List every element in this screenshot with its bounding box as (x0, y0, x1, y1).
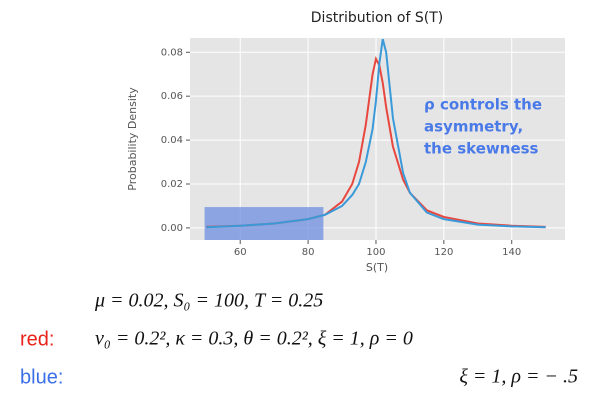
formula: ξ = 1, ρ = − .5 (459, 366, 578, 388)
x-axis-label: S(T) (366, 261, 388, 274)
y-tick-label: 0.06 (161, 91, 183, 102)
y-axis-label: Probability Density (126, 87, 139, 191)
annotation: the skewness (424, 140, 539, 158)
y-tick-label: 0.08 (161, 47, 183, 58)
annotation: ρ controls the (424, 96, 542, 114)
line-series (206, 38, 546, 229)
formula: μ = 0.02, S₀ = 100, T = 0.25 (94, 290, 323, 312)
x-tick-label: 60 (234, 247, 247, 258)
chart-title: Distribution of S(T) (311, 10, 443, 26)
red-label: red: (20, 328, 54, 350)
x-tick-label: 140 (502, 247, 521, 258)
blue-label: blue: (20, 366, 63, 388)
x-tick-label: 100 (366, 247, 385, 258)
annotation: asymmetry, (424, 118, 523, 136)
x-tick-label: 120 (434, 247, 453, 258)
y-tick-label: 0.02 (161, 179, 183, 190)
plot-background (190, 38, 565, 240)
y-tick-label: 0.00 (161, 223, 183, 234)
y-tick-label: 0.04 (161, 135, 183, 146)
formula: ν₀ = 0.2², κ = 0.3, θ = 0.2², ξ = 1, ρ =… (95, 328, 413, 350)
x-tick-label: 80 (302, 247, 315, 258)
